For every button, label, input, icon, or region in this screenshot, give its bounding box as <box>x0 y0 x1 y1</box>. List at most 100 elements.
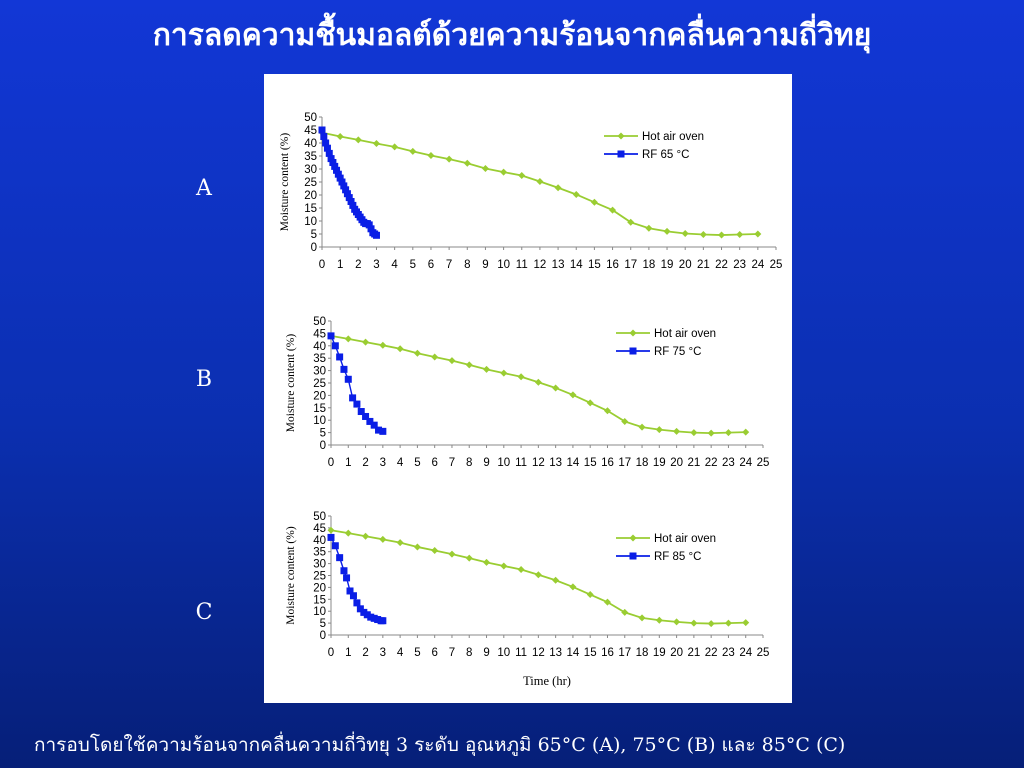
panel-a-x-tick-label: 6 <box>428 259 434 271</box>
panel-a-rf-point <box>372 231 380 239</box>
slide-title: การลดความชื้นมอลต์ด้วยความร้อนจากคลื่นคว… <box>152 18 872 53</box>
panel-a-hot-air-point <box>536 177 544 185</box>
panel-c-x-tick-label: 20 <box>670 647 683 659</box>
panel-a-x-tick-label: 18 <box>642 259 655 271</box>
panel-a-x-tick-label: 11 <box>516 259 528 271</box>
panel-c-x-tick-label: 2 <box>362 647 368 659</box>
panel-a-rf-point <box>342 186 350 194</box>
panel-c-x-tick-label: 21 <box>687 647 700 659</box>
panel-a-x-tick-label: 16 <box>606 259 619 271</box>
panel-c-hot-air-point <box>621 608 629 616</box>
panel-c-hot-air-point <box>327 526 335 534</box>
panel-b-y-tick-label: 35 <box>313 353 326 365</box>
panel-a-hot-air-point <box>481 164 489 172</box>
panel-b-rf-point <box>366 417 374 425</box>
panel-c-y-tick-label: 40 <box>313 535 326 547</box>
panel-b-hot-air-point <box>465 361 473 369</box>
panel-a-hot-air-point <box>699 231 707 239</box>
panel-b-hot-air-point <box>707 429 715 437</box>
panel-a-rf-point <box>323 144 331 152</box>
panel-c-legend-hot-air-label: Hot air oven <box>654 533 716 545</box>
panel-c-x-tick-label: 5 <box>414 647 420 659</box>
panel-a-rf-point <box>320 133 328 140</box>
panel-a-hot-air-point <box>409 147 417 155</box>
panel-b-hot-air-point <box>413 349 421 357</box>
panel-c-hot-air-point <box>465 554 473 562</box>
panel-c-x-tick-label: 24 <box>739 647 752 659</box>
panel-b-x-tick-label: 14 <box>567 457 580 469</box>
panel-a-x-tick-label: 24 <box>751 259 764 271</box>
panel-c-rf-point <box>353 599 361 607</box>
panel-a-rf-point <box>331 162 339 170</box>
panel-c-y-tick-label: 15 <box>313 594 326 606</box>
panel-b-rf-point <box>353 400 361 408</box>
panel-a-rf-point <box>347 198 355 205</box>
panel-b-y-tick-label: 0 <box>320 440 326 452</box>
panel-a-rf-point <box>318 126 326 134</box>
panel-a-hot-air-point <box>736 231 744 239</box>
panel-c-x-tick-label: 9 <box>483 647 489 659</box>
panel-c-x-tick-label: 17 <box>618 647 631 659</box>
panel-c-y-tick-label: 30 <box>313 559 326 571</box>
panel-b-rf-point <box>336 353 344 361</box>
panel-c-hot-air-point <box>569 583 577 591</box>
panel-b-hot-air-point <box>586 399 594 407</box>
panel-c-hot-air-point <box>724 619 732 627</box>
panel-a-rf-point <box>325 149 333 157</box>
panel-c-x-tick-label: 22 <box>705 647 718 659</box>
panel-a-x-tick-label: 20 <box>679 259 692 271</box>
panel-c-hot-air-point <box>742 619 750 627</box>
panel-b-y-tick-label: 25 <box>313 378 326 390</box>
panel-b-x-tick-label: 9 <box>483 457 489 469</box>
panel-a-x-tick-label: 12 <box>534 259 547 271</box>
panel-a-hot-air-point <box>609 206 617 214</box>
panel-a-y-tick-label: 0 <box>311 242 317 254</box>
panel-a-rf-point <box>336 174 344 182</box>
panel-b-rf-point <box>362 412 370 420</box>
panel-a-hot-air-point <box>663 227 671 235</box>
panel-b-x-tick-label: 22 <box>705 457 718 469</box>
panel-b-y-tick-label: 50 <box>313 316 326 328</box>
panel-a-legend-rf-marker <box>617 150 625 158</box>
panel-b-x-tick-label: 18 <box>636 457 649 469</box>
panel-a-y-tick-label: 5 <box>311 229 317 241</box>
panel-c-x-tick-label: 12 <box>532 647 545 659</box>
panel-b-legend-hot-air-label: Hot air oven <box>654 328 716 340</box>
panel-b-rf-point <box>379 427 387 435</box>
panel-a-x-tick-label: 5 <box>410 259 416 271</box>
panel-b-hot-air-point <box>448 357 456 365</box>
panel-c-rf-point <box>349 592 357 600</box>
panel-c-hot-air-point <box>500 562 508 570</box>
panel-b-x-tick-label: 3 <box>380 457 386 469</box>
chart-area: 0 5 10 15 20 25 30 35 40 45 50 0 1 2 3 4 5 6 7 8 9 10 11 12 13 14… <box>264 74 792 703</box>
panel-a-rf-point <box>338 178 346 186</box>
panel-a-x-tick-label: 1 <box>337 259 343 271</box>
panel-a-hot-air-point <box>500 168 508 176</box>
panel-b-y-tick-label: 10 <box>313 415 326 427</box>
panel-b-rf-point <box>349 394 357 402</box>
panel-c-y-tick-label: 5 <box>320 618 326 630</box>
panel-a-x-tick-label: 7 <box>446 259 452 271</box>
panel-a-rf-point <box>334 170 342 178</box>
panel-a-x-tick-label: 10 <box>497 259 510 271</box>
panel-b-hot-air-point <box>673 427 681 435</box>
panel-b-x-tick-label: 12 <box>532 457 545 469</box>
panel-b-hot-air-point <box>655 426 663 434</box>
panel-c-y-tick-label: 20 <box>313 582 326 594</box>
panel-c-hot-air-point <box>379 535 387 543</box>
panel-c-legend-hot-air-marker <box>629 534 637 542</box>
panel-b-hot-air-point <box>483 365 491 373</box>
panel-a-hot-air-point <box>572 190 580 198</box>
panel-c-hot-air-point <box>483 558 491 566</box>
panel-b-hot-air-point <box>569 391 577 399</box>
panel-b-x-tick-label: 21 <box>687 457 700 469</box>
panel-c-legend-rf-label: RF 85 °C <box>654 551 701 563</box>
panel-a-x-tick-label: 8 <box>464 259 470 271</box>
panel-b-rf-point <box>344 375 352 383</box>
panel-c-x-tick-label: 8 <box>466 647 472 659</box>
panel-c-hot-air-point <box>638 614 646 622</box>
panel-a-y-tick-label: 10 <box>304 216 317 228</box>
panel-b-y-tick-label: 45 <box>313 328 326 340</box>
panel-b-hot-air-point <box>552 384 560 392</box>
panel-a-hot-air-point <box>590 198 598 206</box>
